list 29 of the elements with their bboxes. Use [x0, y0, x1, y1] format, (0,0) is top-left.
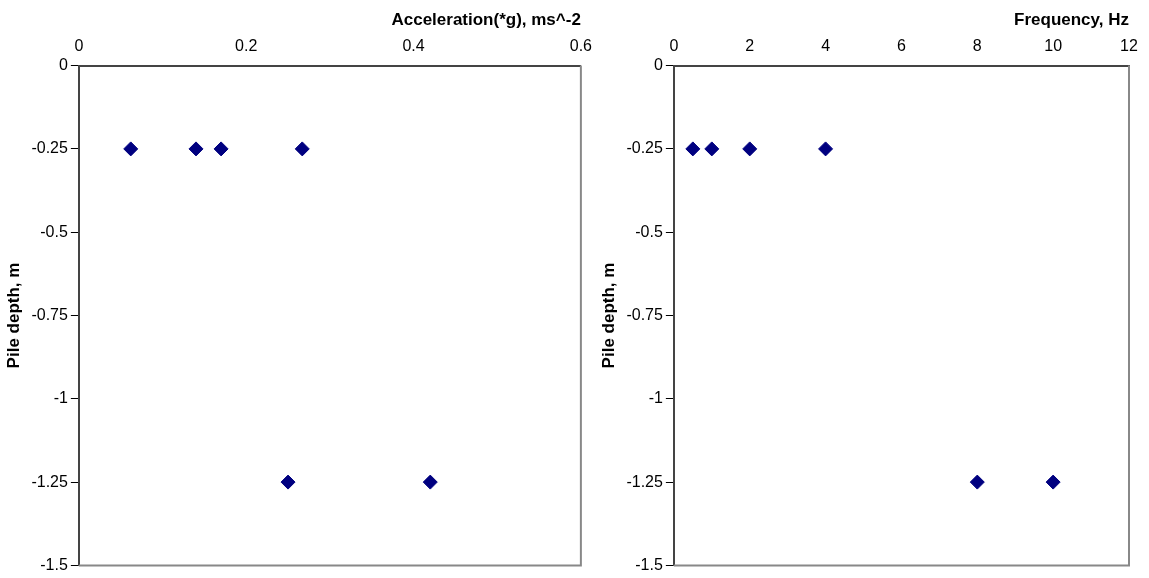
y-axis-title: Pile depth, m — [3, 262, 23, 369]
x-tick-label: 12 — [1120, 37, 1138, 55]
y-tick-label: 0 — [58, 56, 68, 74]
x-axis-title: Acceleration(*g), ms^-2 — [391, 9, 581, 29]
x-tick-label: 10 — [1044, 37, 1063, 55]
y-tick-label: -1.25 — [626, 472, 663, 490]
x-tick-label: 4 — [821, 37, 831, 55]
x-tick-label: 8 — [972, 37, 982, 55]
y-axis-title: Pile depth, m — [598, 262, 618, 369]
y-tick-label: -1.5 — [635, 555, 663, 573]
y-tick-label: -1 — [648, 389, 663, 407]
y-tick-label: -0.75 — [626, 305, 663, 323]
x-tick-label: 0.6 — [569, 37, 593, 55]
x-tick-label: 0 — [669, 37, 679, 55]
x-tick-label: 2 — [745, 37, 755, 55]
y-tick-label: -1 — [53, 389, 68, 407]
y-tick-label: -0.5 — [40, 222, 68, 240]
y-tick-label: -1.25 — [31, 472, 68, 490]
x-tick-label: 0.4 — [402, 37, 425, 55]
x-tick-label: 6 — [896, 37, 906, 55]
y-tick-label: -0.25 — [626, 139, 663, 157]
y-tick-label: -0.5 — [635, 222, 663, 240]
y-tick-label: 0 — [653, 56, 663, 74]
x-tick-label: 0 — [74, 37, 84, 55]
x-tick-label: 0.2 — [235, 37, 258, 55]
y-tick-label: -0.25 — [31, 139, 68, 157]
y-tick-label: -0.75 — [31, 305, 68, 323]
x-axis-title: Frequency, Hz — [1014, 9, 1129, 29]
y-tick-label: -1.5 — [40, 555, 68, 573]
